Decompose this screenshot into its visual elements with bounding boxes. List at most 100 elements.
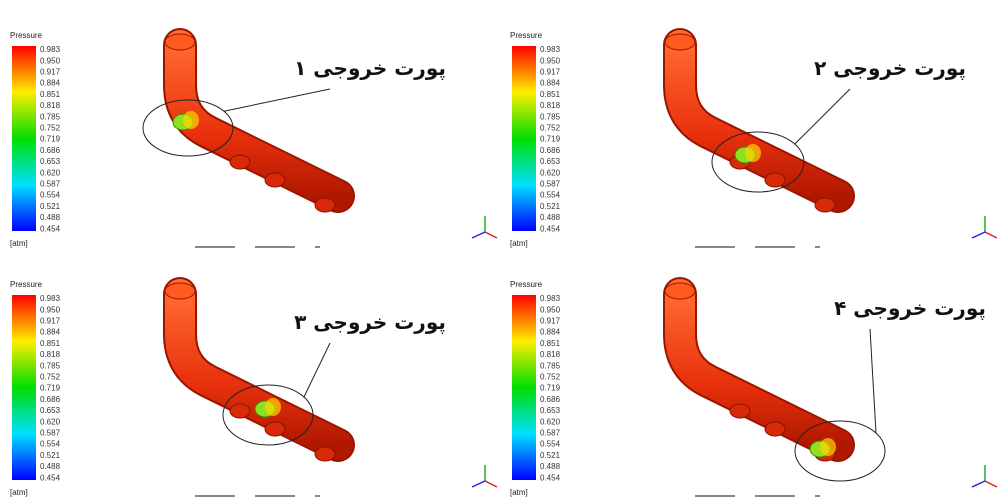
legend-unit: [atm] [10,239,28,248]
legend-unit: [atm] [510,488,528,497]
leader-line [795,89,850,144]
legend-tick: 0.653 [540,406,561,415]
legend-tick: 0.719 [40,135,61,144]
pipe-port [815,198,835,212]
legend-tick: 0.521 [40,451,61,460]
legend-unit: [atm] [10,488,28,497]
legend-tick: 0.884 [40,79,61,88]
leader-line [304,343,330,397]
legend-tick: 0.620 [40,168,61,177]
pipe-port [730,404,750,418]
leader-line [870,329,876,433]
pipe [680,294,838,445]
legend-tick: 0.554 [40,191,61,200]
legend-tick: 0.785 [40,112,61,121]
port-highlight-ring [745,144,761,162]
legend-tick: 0.950 [540,305,561,314]
legend-tick: 0.521 [540,451,561,460]
legend-unit: [atm] [510,239,528,248]
legend-tick: 0.950 [540,56,561,65]
legend-tick: 0.521 [540,202,561,211]
legend-tick: 0.851 [40,90,61,99]
legend-tick: 0.653 [40,157,61,166]
axis-z [972,232,985,238]
legend-tick: 0.488 [40,213,61,222]
color-bar [512,295,536,480]
legend-tick: 0.488 [540,462,561,471]
legend-tick: 0.653 [40,406,61,415]
legend-tick: 0.620 [540,417,561,426]
legend-tick: 0.884 [540,328,561,337]
legend-tick: 0.752 [540,373,561,382]
legend-tick: 0.719 [540,384,561,393]
legend-tick: 0.752 [540,124,561,133]
port-highlight-ring [265,398,281,416]
legend-tick: 0.454 [40,473,61,482]
legend-tick: 0.719 [540,135,561,144]
legend-tick: 0.454 [540,473,561,482]
legend-tick: 0.851 [540,90,561,99]
pipe-cap [165,34,195,50]
legend-tick: 0.983 [40,294,61,303]
legend-tick: 0.950 [40,56,61,65]
pipe-cap [665,34,695,50]
legend-tick: 0.818 [40,101,61,110]
axis-z [472,232,485,238]
legend-tick: 0.620 [540,168,561,177]
pipe-port [265,173,285,187]
figure: Pressure 0.983 0.950 0.917 0.884 0.851 0.818 0.… [0,0,1000,497]
axis-x [485,481,497,487]
legend-tick: 0.983 [540,45,561,54]
legend-tick: 0.818 [540,350,561,359]
axis-x [485,232,497,238]
legend-tick: 0.917 [40,68,61,77]
legend-tick: 0.521 [40,202,61,211]
legend-tick: 0.587 [540,180,561,189]
pipe-port [315,447,335,461]
legend-title: Pressure [510,280,543,289]
legend-tick: 0.488 [540,213,561,222]
pipe-port [765,173,785,187]
pipe-port [265,422,285,436]
panel: Pressure0.9830.9500.9170.8840.8510.8180.… [510,280,997,497]
color-bar [512,46,536,231]
port-highlight-ring [820,438,836,456]
legend-tick: 0.686 [40,146,61,155]
legend-tick: 0.686 [540,395,561,404]
pipe-cap [165,283,195,299]
legend-tick: 0.818 [40,350,61,359]
legend-tick: 0.686 [540,146,561,155]
legend-tick: 0.752 [40,124,61,133]
legend-tick: 0.950 [40,305,61,314]
pipe-port [230,155,250,169]
pipe-port [765,422,785,436]
color-bar [12,46,36,231]
panel: Pressure0.9830.9500.9170.8840.8510.8180.… [10,31,497,248]
legend-tick: 0.620 [40,417,61,426]
legend-tick: 0.884 [40,328,61,337]
legend-tick: 0.554 [540,440,561,449]
panel: Pressure0.9830.9500.9170.8840.8510.8180.… [510,31,997,248]
panel: Pressure0.9830.9500.9170.8840.8510.8180.… [10,280,497,497]
port-label: پورت خروجی ۳ [294,310,446,335]
axis-z [972,481,985,487]
port-label: پورت خروجی ۱ [294,56,446,81]
legend-tick: 0.554 [40,440,61,449]
axis-x [985,481,997,487]
legend-tick: 0.983 [540,294,561,303]
legend-tick: 0.686 [40,395,61,404]
legend-title: Pressure [510,31,543,40]
legend-tick: 0.719 [40,384,61,393]
leader-line [224,89,330,111]
legend-tick: 0.587 [40,429,61,438]
axis-x [985,232,997,238]
legend-tick: 0.587 [40,180,61,189]
port-label: پورت خروجی ۲ [814,56,966,81]
color-bar [12,295,36,480]
legend-tick: 0.454 [540,224,561,233]
legend-tick: 0.454 [40,224,61,233]
legend-tick: 0.653 [540,157,561,166]
axis-z [472,481,485,487]
legend-tick: 0.818 [540,101,561,110]
port-highlight-ring [183,111,199,129]
